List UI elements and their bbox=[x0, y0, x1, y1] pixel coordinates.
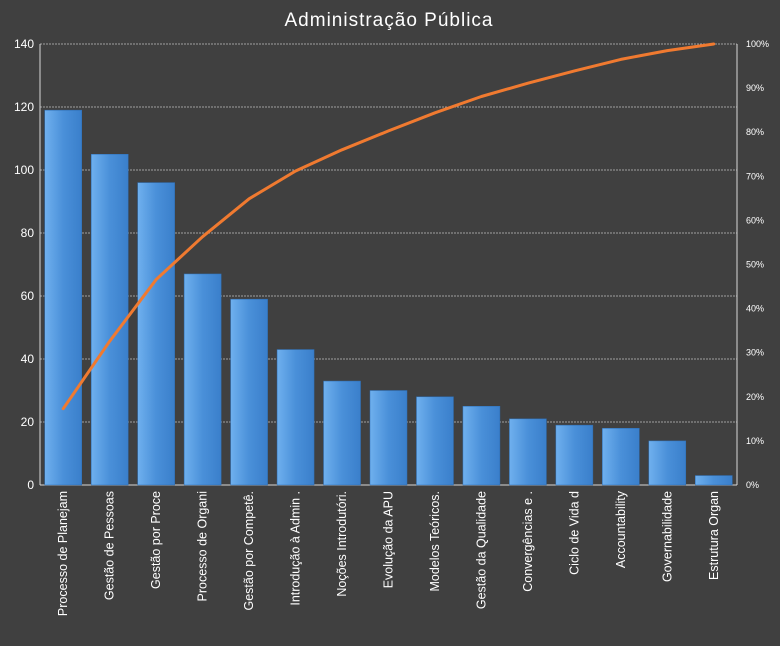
y2-tick-label: 10% bbox=[746, 436, 764, 446]
x-tick-label: Estrutura Organ bbox=[707, 491, 721, 580]
bar bbox=[555, 424, 594, 486]
x-tick-label: Processo de Planejam bbox=[56, 491, 70, 616]
bar bbox=[602, 428, 640, 486]
bar bbox=[137, 182, 175, 486]
x-tick-label: Modelos Teóricos. bbox=[428, 491, 442, 592]
x-tick-label: Gestão por Competê. bbox=[242, 491, 256, 611]
chart-title: Administração Pública bbox=[285, 10, 494, 31]
y-tick-label: 140 bbox=[14, 37, 34, 51]
bar bbox=[90, 154, 129, 486]
y-tick-label: 20 bbox=[21, 415, 35, 429]
bar bbox=[230, 298, 268, 486]
y-tick-label: 100 bbox=[14, 163, 34, 177]
bar bbox=[369, 390, 408, 486]
bar bbox=[416, 396, 454, 486]
y-tick-label: 0 bbox=[27, 478, 34, 492]
y2-tick-label: 100% bbox=[746, 39, 769, 49]
x-tick-label: Ciclo de Vida d bbox=[567, 491, 581, 575]
y-tick-label: 60 bbox=[21, 289, 35, 303]
cumulative-line bbox=[61, 42, 716, 411]
x-tick-label: Gestão da Qualidade bbox=[474, 491, 488, 609]
y2-tick-label: 40% bbox=[746, 304, 764, 314]
bar bbox=[44, 109, 82, 486]
y2-tick-label: 0% bbox=[746, 480, 759, 490]
x-tick-label: Noções Introdutóri. bbox=[335, 491, 349, 597]
y2-tick-label: 20% bbox=[746, 392, 764, 402]
cumulative-percent-line bbox=[61, 42, 716, 411]
x-tick-label: Accountability bbox=[614, 490, 628, 568]
bar bbox=[648, 440, 687, 486]
gridlines bbox=[40, 43, 737, 423]
y2-tick-label: 30% bbox=[746, 348, 764, 358]
bar bbox=[276, 349, 315, 486]
x-tick-label: Gestão de Pessoas bbox=[103, 491, 117, 600]
bar bbox=[323, 380, 361, 486]
bar bbox=[183, 273, 222, 486]
bar bbox=[509, 418, 547, 486]
y2-tick-label: 80% bbox=[746, 127, 764, 137]
tick-labels: 0 20 40 60 80 100 120 140 0% 10% 20% 30% 40% 50% 60% 70… bbox=[14, 37, 769, 616]
y-tick-label: 120 bbox=[14, 100, 34, 114]
y2-tick-label: 50% bbox=[746, 260, 764, 270]
x-tick-label: Processo de Organi bbox=[196, 491, 210, 601]
y2-tick-label: 90% bbox=[746, 83, 764, 93]
y2-tick-label: 70% bbox=[746, 171, 764, 181]
x-tick-label: Evolução da APU bbox=[382, 491, 396, 588]
x-tick-label: Governabilidade bbox=[660, 491, 674, 582]
bars bbox=[44, 109, 733, 486]
bar bbox=[695, 475, 733, 486]
x-tick-label: Gestão por Proce bbox=[149, 491, 163, 589]
y-tick-label: 80 bbox=[21, 226, 35, 240]
bar bbox=[462, 406, 501, 486]
x-tick-label: Convergências e . bbox=[521, 491, 535, 592]
x-tick-label: Introdução à Admin . bbox=[289, 491, 303, 606]
y2-tick-label: 60% bbox=[746, 215, 764, 225]
y-tick-label: 40 bbox=[21, 352, 35, 366]
